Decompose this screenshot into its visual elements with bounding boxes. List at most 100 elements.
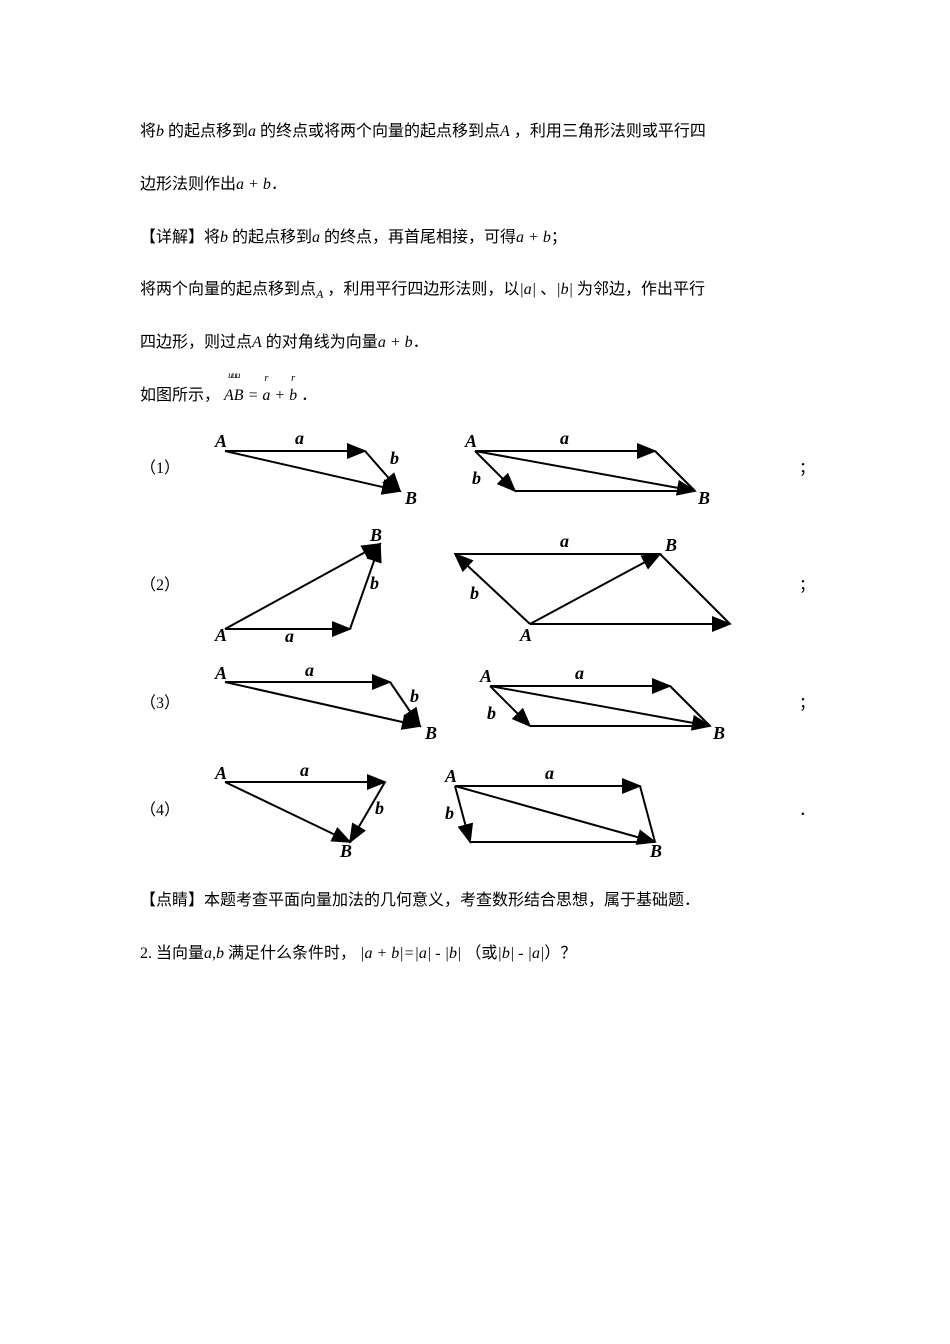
text: 如图所示，: [140, 387, 220, 404]
paragraph: 【点睛】本题考查平面向量加法的几何意义，考查数形结合思想，属于基础题．: [140, 879, 815, 924]
abs-a: a: [519, 281, 536, 298]
vector-diagram-parallelogram: A a b B: [440, 529, 750, 644]
figure-row-2: （2） A a b B A a b B: [140, 529, 815, 644]
svg-text:A: A: [479, 666, 492, 686]
var-a: a: [248, 123, 256, 140]
svg-text:b: b: [472, 468, 481, 488]
figure-pair: A a b B A a b B: [210, 664, 795, 744]
text: 【点睛】本题考查平面向量加法的几何意义，考查数形结合思想，属于基础题．: [140, 892, 700, 909]
svg-text:A: A: [464, 431, 477, 451]
svg-text:B: B: [697, 488, 710, 508]
figure-label: （2）: [140, 578, 210, 594]
var-b: b: [156, 123, 164, 140]
text: 为邻边，作出平行: [577, 281, 705, 298]
vec-a: a: [262, 374, 270, 419]
text: ，利用平行四边形法则，以: [327, 281, 519, 298]
svg-text:a: a: [560, 531, 569, 551]
svg-text:a: a: [575, 664, 584, 683]
paragraph: 将b 的起点移到a 的终点或将两个向量的起点移到点A ，利用三角形法则或平行四: [140, 110, 815, 155]
text: 的终点，再首尾相接，可得: [324, 229, 516, 246]
text: 2. 当向量: [140, 945, 204, 962]
text: ．: [413, 334, 429, 351]
svg-text:a: a: [305, 664, 314, 680]
svg-text:B: B: [339, 841, 352, 859]
svg-text:a: a: [285, 626, 294, 644]
minus: -: [431, 945, 444, 962]
abs-b: b: [445, 945, 462, 962]
svg-text:B: B: [424, 723, 437, 743]
figure-end: ；: [795, 461, 815, 477]
text: 满足什么条件时，: [228, 945, 356, 962]
text: 将两个向量的起点移到点: [140, 281, 316, 298]
point-A: A: [500, 123, 510, 140]
svg-text:b: b: [375, 798, 384, 818]
vector-diagram-triangle: A a b B: [210, 764, 410, 859]
paragraph: 边形法则作出a + b．: [140, 163, 815, 208]
expr-a-plus-b: a + b: [516, 229, 551, 246]
figure-label: （4）: [140, 803, 210, 819]
text: 【详解】将: [140, 229, 220, 246]
text: ；: [551, 229, 567, 246]
svg-text:A: A: [214, 431, 227, 451]
vector-diagram-parallelogram: A a b B: [440, 764, 690, 859]
text: 的对角线为向量: [266, 334, 378, 351]
figure-end: ．: [795, 803, 815, 819]
svg-text:a: a: [545, 764, 554, 783]
abs-a-plus-b: a + b: [360, 945, 404, 962]
svg-text:B: B: [404, 488, 417, 508]
svg-text:B: B: [712, 723, 725, 743]
plus: +: [270, 387, 289, 404]
svg-text:b: b: [470, 583, 479, 603]
expr-a-plus-b: a + b: [378, 334, 413, 351]
abs-a: a: [414, 945, 431, 962]
text: ．: [301, 387, 317, 404]
paragraph: 如图所示， AB = a + b ．: [140, 374, 815, 419]
equals: =: [404, 945, 415, 962]
svg-text:B: B: [369, 529, 382, 545]
vector-diagram-parallelogram: A a b B: [460, 429, 720, 509]
figure-label: （3）: [140, 696, 210, 712]
text: 边形法则作出: [140, 176, 236, 193]
svg-text:b: b: [487, 703, 496, 723]
svg-text:b: b: [390, 448, 399, 468]
abs-b: b: [556, 281, 573, 298]
text: 将: [140, 123, 156, 140]
figure-row-4: （4） A a b B A a b B: [140, 764, 815, 859]
text: 的起点移到: [168, 123, 248, 140]
svg-text:A: A: [214, 764, 227, 783]
figure-row-1: （1） A a b B A a b B: [140, 429, 815, 509]
svg-text:b: b: [370, 573, 379, 593]
expr-a-plus-b: a + b: [236, 176, 271, 193]
figure-pair: A a b B A a b B: [210, 429, 795, 509]
svg-text:A: A: [444, 766, 457, 786]
svg-text:b: b: [445, 803, 454, 823]
point-A: A: [316, 288, 323, 302]
figure-end: ；: [795, 578, 815, 594]
vector-diagram-triangle: A a b B: [210, 429, 430, 509]
paragraph: 【详解】将b 的起点移到a 的终点，再首尾相接，可得a + b；: [140, 216, 815, 261]
abs-a: a: [528, 945, 545, 962]
abs-b: b: [497, 945, 514, 962]
svg-text:a: a: [560, 429, 569, 448]
figure-label: （1）: [140, 461, 210, 477]
var-a: a: [312, 229, 320, 246]
document-page: 将b 的起点移到a 的终点或将两个向量的起点移到点A ，利用三角形法则或平行四 …: [0, 0, 950, 1344]
point-A: A: [252, 334, 262, 351]
text: （或: [465, 945, 497, 962]
svg-text:b: b: [410, 686, 419, 706]
paragraph: 2. 当向量a,b 满足什么条件时， a + b=a - b （或b - a）？: [140, 932, 815, 977]
figure-pair: A a b B A a b B: [210, 529, 795, 644]
svg-text:B: B: [649, 841, 662, 859]
minus: -: [514, 945, 527, 962]
text: 的终点或将两个向量的起点移到点: [260, 123, 500, 140]
vector-diagram-parallelogram: A a b B: [475, 664, 735, 744]
svg-text:A: A: [214, 664, 227, 683]
text: 四边形，则过点: [140, 334, 252, 351]
equals: =: [244, 387, 263, 404]
vector-diagram-triangle: A a b B: [210, 664, 445, 744]
svg-text:B: B: [664, 535, 677, 555]
svg-text:a: a: [300, 764, 309, 780]
paragraph: 四边形，则过点A 的对角线为向量a + b．: [140, 321, 815, 366]
text: 、: [540, 281, 556, 298]
svg-text:A: A: [214, 625, 227, 644]
